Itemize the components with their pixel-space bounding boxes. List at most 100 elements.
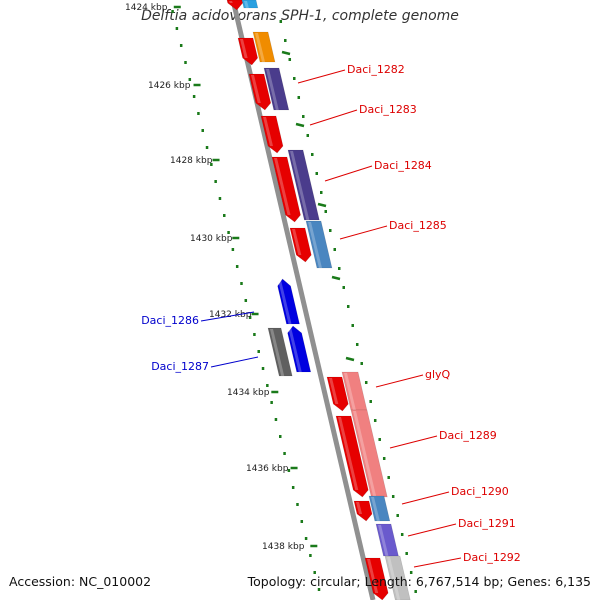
features — [226, 0, 411, 600]
gene-label[interactable]: Daci_1282 — [347, 63, 405, 76]
ruler-tick — [337, 267, 341, 270]
ruler-tick — [309, 554, 312, 557]
gene-block-shade — [308, 222, 322, 268]
gene-label[interactable]: Daci_1286 — [141, 314, 199, 327]
ruler-tick — [214, 180, 217, 183]
ruler-tick — [201, 129, 204, 132]
ruler-major-tick — [295, 122, 305, 128]
gene-leader-line — [389, 435, 438, 449]
gene-block-shade — [344, 373, 356, 410]
map-title: Delftia acidovorans SPH-1, complete geno… — [141, 8, 459, 24]
minus-cds-block — [267, 327, 293, 377]
accession-text: Accession: NC_010002 — [9, 574, 152, 589]
ruler-tick — [257, 350, 260, 353]
ruler-label: 1428 kbp — [170, 156, 213, 166]
cds-arrow — [326, 376, 349, 412]
ruler-tick — [391, 495, 395, 498]
ruler-tick — [306, 134, 310, 137]
gene-leader-line — [413, 557, 462, 568]
genome-summary: Topology: circular; Length: 6,767,514 bp… — [247, 574, 591, 589]
gene-block — [384, 555, 411, 600]
ruler-tick — [218, 197, 222, 200]
cds-arrow-shade — [329, 378, 339, 404]
ruler-tick — [175, 27, 179, 30]
cds-arrow — [248, 73, 272, 111]
ruler-tick — [414, 590, 417, 593]
ruler-tick — [324, 210, 327, 213]
ruler-major-tick — [317, 202, 327, 208]
gene-leader-line — [200, 311, 255, 322]
minus-gene-arrow-shade — [278, 280, 292, 324]
ruler-tick — [205, 146, 209, 149]
ruler-tick — [244, 299, 248, 302]
ruler-tick — [405, 552, 408, 555]
cds-arrow — [335, 415, 369, 498]
ruler-tick — [248, 316, 252, 319]
ruler-tick — [210, 163, 213, 166]
cds-arrow — [364, 557, 389, 600]
ruler-tick — [369, 400, 372, 403]
gene-label[interactable]: Daci_1291 — [458, 517, 516, 530]
ruler-tick — [355, 343, 359, 346]
ruler-tick — [373, 419, 377, 422]
gene-block — [252, 31, 276, 63]
ruler-tick — [291, 486, 295, 489]
gene-block-shade — [353, 411, 377, 497]
ruler-tick — [270, 401, 273, 404]
ruler-tick — [315, 172, 319, 175]
ruler-tick — [192, 95, 196, 98]
gene-label[interactable]: Daci_1284 — [374, 159, 432, 172]
gene-label[interactable]: Daci_1283 — [359, 103, 417, 116]
ruler-major-tick — [331, 275, 341, 281]
ruler-label: 1430 kbp — [190, 234, 233, 244]
gene-label[interactable]: Daci_1287 — [151, 360, 209, 373]
gene-block-shade — [378, 525, 389, 556]
ruler-tick — [253, 333, 256, 336]
ruler-major-tick — [345, 356, 355, 362]
ruler-tick — [279, 435, 282, 438]
gene-leader-line — [210, 356, 259, 368]
ruler-tick — [409, 571, 413, 574]
ruler-tick — [179, 44, 183, 47]
cds-arrow-shade — [251, 75, 261, 103]
gene-label[interactable]: Daci_1290 — [451, 485, 509, 498]
gene-leader-line — [407, 523, 457, 537]
gene-labels: Daci_1282 Daci_1283 Daci_1284 Daci_1285 Daci… — [141, 63, 521, 568]
ruler-tick — [317, 588, 321, 591]
cds-arrow — [353, 500, 373, 522]
gene-block-shade — [387, 557, 401, 600]
ruler-tick — [235, 265, 239, 268]
ruler-tick — [400, 533, 404, 536]
ruler-tick — [382, 457, 386, 460]
ruler-tick — [364, 381, 368, 384]
gene-block-shade — [255, 33, 265, 62]
cds-arrow-shade — [367, 559, 379, 593]
cds-arrow — [237, 37, 258, 66]
ruler-tick — [283, 452, 286, 455]
gene-label[interactable]: Daci_1289 — [439, 429, 497, 442]
ruler-tick — [297, 96, 301, 99]
ruler-tick — [279, 20, 283, 23]
gene-label[interactable]: glyQ — [425, 368, 451, 381]
gene-label[interactable]: Daci_1292 — [463, 551, 521, 564]
ruler-tick — [387, 476, 390, 479]
ruler-label: 1426 kbp — [148, 81, 191, 91]
gene-leader-line — [309, 109, 358, 126]
ruler-tick — [320, 191, 323, 194]
cds-arrow — [260, 115, 284, 154]
cds-arrow-shade — [356, 502, 363, 514]
cds-arrow-shade — [240, 39, 248, 58]
gene-block — [263, 67, 290, 111]
ruler-tick — [261, 367, 265, 370]
gene-label[interactable]: Daci_1285 — [389, 219, 447, 232]
gene-block-shade — [266, 69, 279, 110]
ruler-tick — [231, 248, 235, 251]
gene-block-shade — [244, 1, 249, 8]
minus-gene-arrow — [287, 325, 312, 373]
ruler: 1424 kbp 1426 kbp 1428 kbp 1430 kbp 1432 kbp… — [125, 3, 417, 593]
gene-block-shade — [371, 497, 380, 521]
gene-block — [241, 0, 259, 9]
gene-leader-line — [401, 491, 450, 505]
cds-arrow — [271, 156, 301, 223]
ruler-label: 1438 kbp — [262, 542, 305, 552]
